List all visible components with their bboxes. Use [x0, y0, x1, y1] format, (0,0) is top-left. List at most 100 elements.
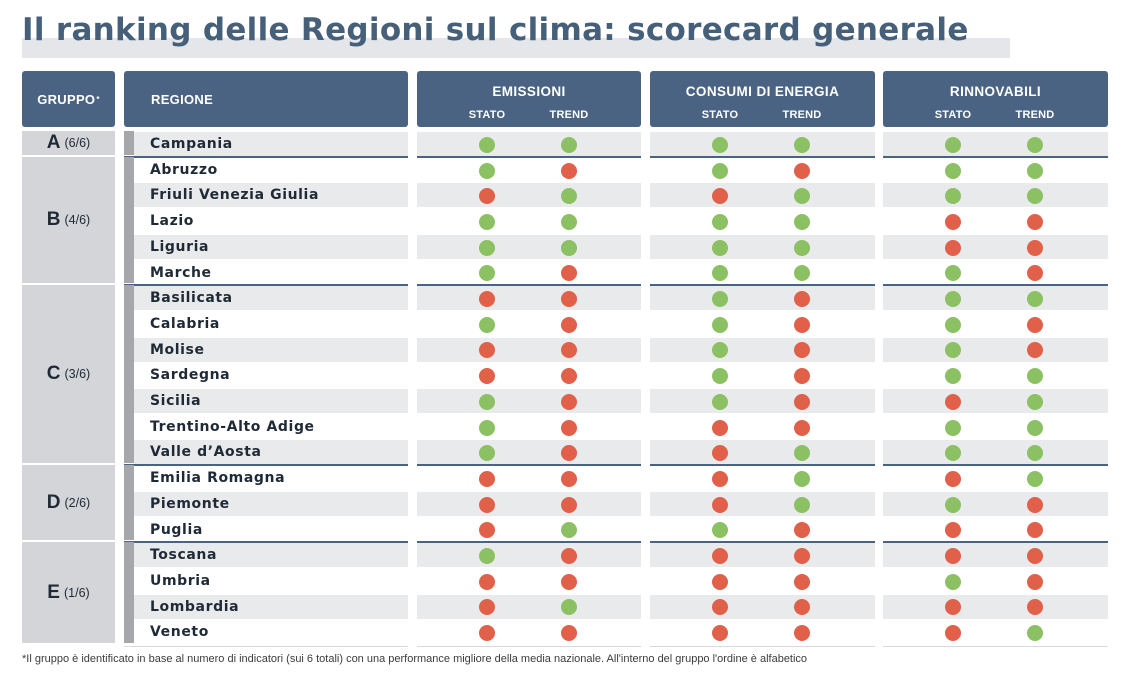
region-name: Calabria [150, 315, 220, 332]
green-dot [712, 342, 728, 359]
header-emissioni-label: EMISSIONI [492, 84, 566, 99]
header-consumi-di-energia: CONSUMI DI ENERGIA STATO TREND [650, 71, 875, 127]
red-dot [794, 393, 810, 410]
red-dot [1027, 496, 1043, 513]
green-dot [712, 136, 728, 153]
group-separator [417, 464, 641, 467]
row-stripe [883, 286, 1108, 311]
green-dot [1027, 393, 1043, 410]
group-count: (3/6) [64, 367, 91, 382]
green-dot [945, 316, 961, 333]
header-consumi-label: CONSUMI DI ENERGIA [685, 84, 840, 99]
region-name: Umbria [150, 572, 211, 589]
group-label-c: C (3/6) [22, 285, 115, 464]
group-letter: C [46, 363, 61, 385]
row-stripe [883, 183, 1108, 208]
region-name: Sicilia [150, 393, 202, 409]
green-dot [479, 445, 495, 462]
group-separator [650, 155, 875, 158]
green-dot [945, 291, 961, 308]
group-separator [650, 284, 875, 287]
red-dot [794, 599, 810, 616]
header-emissioni: EMISSIONI STATO TREND [417, 71, 641, 127]
group-separator [124, 541, 408, 544]
green-dot [479, 213, 495, 230]
green-dot [794, 445, 810, 462]
group-letter: B [46, 208, 61, 230]
row-stripe [417, 543, 641, 568]
region-name: Trentino-Alto Adige [150, 418, 315, 435]
green-dot [1027, 188, 1043, 205]
row-stripe [134, 594, 408, 619]
green-dot [1027, 470, 1043, 487]
red-dot [794, 625, 810, 642]
group-bar [124, 542, 134, 643]
red-dot [945, 625, 961, 642]
red-dot [794, 316, 810, 333]
red-dot [561, 625, 577, 642]
header-gruppo-label: GRUPPO [37, 91, 96, 107]
header-rinnovabili: RINNOVABILI STATO TREND [883, 71, 1108, 127]
row-stripe [417, 286, 641, 311]
header-rinnovabili-trend: TREND [1015, 109, 1055, 121]
row-stripe [417, 594, 641, 619]
red-dot [794, 162, 810, 179]
green-dot [945, 188, 961, 205]
row-stripe [417, 183, 641, 208]
red-dot [712, 496, 728, 513]
header-gruppo-mark: * [96, 94, 100, 104]
red-dot [1027, 342, 1043, 359]
red-dot [561, 496, 577, 513]
red-dot [794, 573, 810, 590]
group-separator [124, 155, 408, 158]
group-separator [417, 541, 641, 544]
header-emissioni-trend: TREND [549, 109, 589, 121]
group-separator [883, 541, 1108, 544]
red-dot [479, 625, 495, 642]
green-dot [712, 213, 728, 230]
green-dot [561, 188, 577, 205]
green-dot [479, 316, 495, 333]
green-dot [479, 239, 495, 256]
row-stripe [417, 132, 641, 156]
table-bottom-line [417, 646, 641, 647]
red-dot [479, 291, 495, 308]
green-dot [945, 265, 961, 282]
row-stripe [883, 337, 1108, 362]
row-stripe [134, 234, 408, 259]
green-dot [945, 496, 961, 513]
region-name: Toscana [150, 547, 218, 564]
red-dot [794, 419, 810, 436]
red-dot [712, 419, 728, 436]
red-dot [1027, 265, 1043, 282]
red-dot [561, 419, 577, 436]
group-separator [124, 284, 408, 287]
title-block: Il ranking delle Regioni sul clima: scor… [22, 12, 1010, 58]
group-count: (2/6) [64, 495, 91, 510]
row-stripe [417, 389, 641, 413]
group-separator [417, 284, 641, 287]
region-name: Campania [150, 136, 233, 152]
green-dot [945, 445, 961, 462]
group-bar [124, 465, 134, 541]
group-separator [883, 284, 1108, 287]
red-dot [561, 342, 577, 359]
green-dot [479, 136, 495, 153]
region-name: Lazio [150, 213, 194, 230]
table-bottom-line [883, 646, 1108, 647]
header-regione: REGIONE [124, 71, 408, 127]
row-stripe [134, 337, 408, 362]
region-name: Piemonte [150, 495, 230, 512]
green-dot [712, 162, 728, 179]
region-name: Veneto [150, 624, 209, 641]
green-dot [1027, 136, 1043, 153]
group-separator [417, 155, 641, 158]
table-bottom-line [124, 646, 408, 647]
green-dot [945, 419, 961, 436]
red-dot [794, 548, 810, 565]
region-name: Valle d’Aosta [150, 444, 262, 461]
row-stripe [650, 183, 875, 208]
row-stripe [883, 491, 1108, 516]
red-dot [561, 368, 577, 385]
red-dot [1027, 573, 1043, 590]
